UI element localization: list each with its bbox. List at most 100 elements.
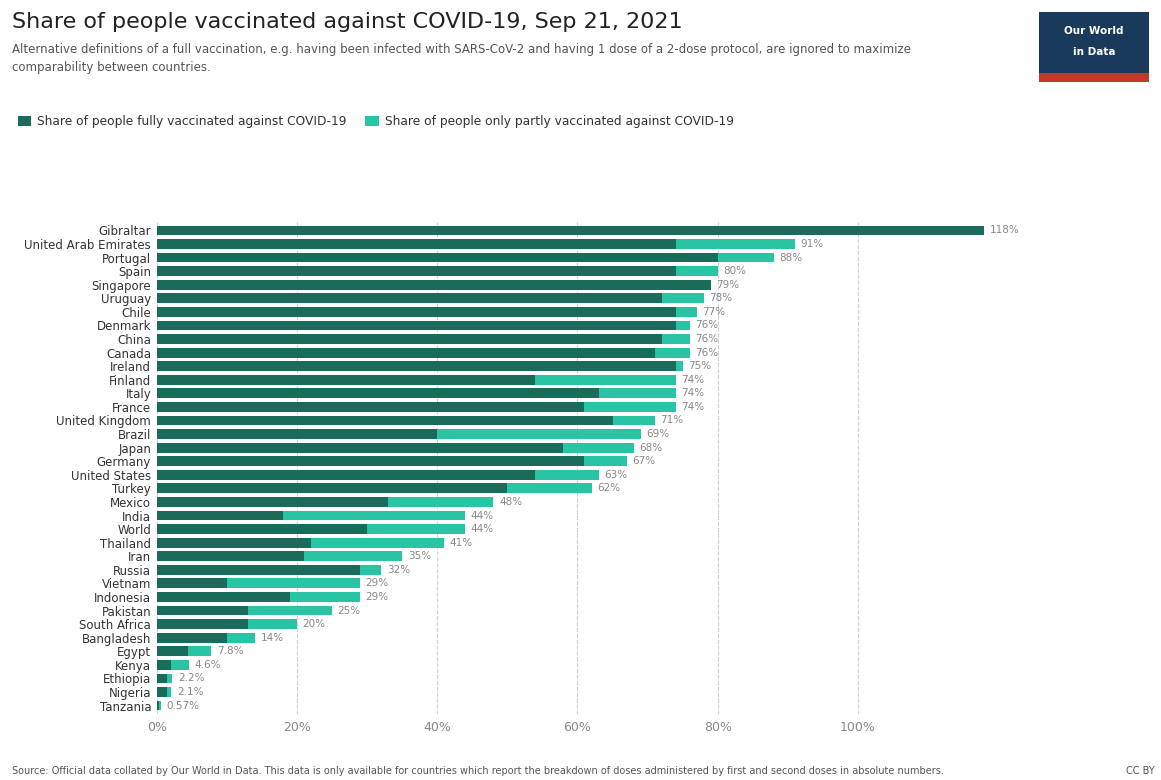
Bar	[662, 293, 704, 303]
Bar	[157, 700, 159, 711]
Text: 71%: 71%	[661, 416, 684, 425]
Bar	[157, 565, 360, 575]
Bar	[157, 443, 563, 452]
Bar	[584, 456, 627, 466]
Text: 32%: 32%	[387, 565, 410, 575]
Bar	[157, 524, 367, 534]
Bar	[157, 633, 226, 643]
Text: 63%: 63%	[604, 470, 627, 480]
Bar	[157, 687, 166, 697]
Bar	[188, 647, 211, 656]
Text: 4.6%: 4.6%	[195, 660, 221, 670]
Text: 0.57%: 0.57%	[166, 700, 200, 711]
Bar	[157, 253, 717, 263]
Text: 44%: 44%	[471, 524, 495, 534]
Text: 14%: 14%	[260, 633, 283, 643]
Text: 118%: 118%	[990, 225, 1019, 236]
Bar	[438, 429, 641, 439]
Text: 77%: 77%	[702, 307, 726, 317]
Text: 20%: 20%	[303, 619, 325, 629]
Text: Source: Official data collated by Our World in Data. This data is only available: Source: Official data collated by Our Wo…	[12, 766, 944, 776]
Bar	[172, 660, 189, 670]
Bar	[157, 429, 438, 439]
Bar	[717, 253, 774, 263]
Text: Share of people vaccinated against COVID-19, Sep 21, 2021: Share of people vaccinated against COVID…	[12, 12, 683, 32]
Bar	[655, 348, 690, 357]
Bar	[157, 537, 311, 548]
Text: 62%: 62%	[597, 484, 620, 494]
Bar	[599, 388, 676, 399]
Bar	[157, 470, 535, 480]
Bar	[676, 321, 690, 331]
Bar	[676, 307, 697, 317]
Text: 76%: 76%	[695, 348, 719, 357]
Bar	[226, 633, 255, 643]
Text: 68%: 68%	[640, 442, 662, 452]
Bar	[157, 579, 226, 588]
Text: 76%: 76%	[695, 321, 719, 331]
Text: 74%: 74%	[682, 374, 705, 385]
Text: 88%: 88%	[779, 253, 802, 263]
Bar	[157, 456, 584, 466]
Bar	[613, 416, 655, 425]
Legend: Share of people fully vaccinated against COVID-19, Share of people only partly v: Share of people fully vaccinated against…	[17, 115, 734, 129]
Bar	[157, 225, 985, 236]
Text: 67%: 67%	[633, 456, 655, 466]
Bar	[283, 511, 466, 520]
Bar	[157, 307, 676, 317]
Bar	[157, 416, 613, 425]
Bar	[157, 375, 535, 385]
Text: CC BY: CC BY	[1126, 766, 1155, 776]
Text: 74%: 74%	[682, 388, 705, 399]
Bar	[157, 361, 676, 371]
Text: 2.1%: 2.1%	[178, 687, 203, 697]
Bar	[535, 470, 599, 480]
Bar	[311, 537, 445, 548]
Text: 41%: 41%	[449, 537, 473, 548]
Bar	[157, 673, 167, 683]
Bar	[157, 484, 507, 493]
Bar	[157, 619, 248, 629]
Bar	[388, 497, 493, 507]
Bar	[676, 239, 795, 249]
Text: 75%: 75%	[688, 361, 712, 371]
Text: 76%: 76%	[695, 334, 719, 344]
Bar	[157, 592, 290, 602]
Bar	[157, 239, 676, 249]
Bar	[367, 524, 466, 534]
Bar	[157, 511, 283, 520]
Bar	[507, 484, 591, 493]
Bar	[226, 579, 360, 588]
Text: 29%: 29%	[366, 592, 389, 602]
Bar	[360, 565, 381, 575]
Bar	[290, 592, 360, 602]
Bar	[676, 266, 717, 276]
Bar	[157, 647, 188, 656]
Bar	[157, 660, 172, 670]
Bar	[157, 266, 676, 276]
Bar	[157, 605, 248, 615]
Text: 80%: 80%	[723, 266, 747, 276]
Bar	[535, 375, 676, 385]
Bar	[157, 402, 584, 412]
FancyBboxPatch shape	[1039, 12, 1149, 82]
Bar	[157, 321, 676, 331]
Bar	[157, 497, 388, 507]
Bar	[157, 388, 599, 399]
Bar	[157, 551, 304, 561]
Text: 79%: 79%	[716, 280, 740, 289]
Text: 44%: 44%	[471, 511, 495, 520]
Text: 29%: 29%	[366, 579, 389, 588]
Bar	[248, 605, 332, 615]
Text: Alternative definitions of a full vaccination, e.g. having been infected with SA: Alternative definitions of a full vaccin…	[12, 43, 910, 74]
Text: 69%: 69%	[647, 429, 670, 439]
Text: in Data: in Data	[1073, 48, 1116, 58]
Bar	[167, 673, 172, 683]
Bar	[166, 687, 172, 697]
Bar	[157, 334, 662, 344]
Text: Our World: Our World	[1065, 27, 1124, 37]
Text: 78%: 78%	[709, 293, 733, 303]
Bar	[1039, 73, 1149, 82]
Text: 2.2%: 2.2%	[178, 673, 204, 683]
Bar	[662, 334, 690, 344]
